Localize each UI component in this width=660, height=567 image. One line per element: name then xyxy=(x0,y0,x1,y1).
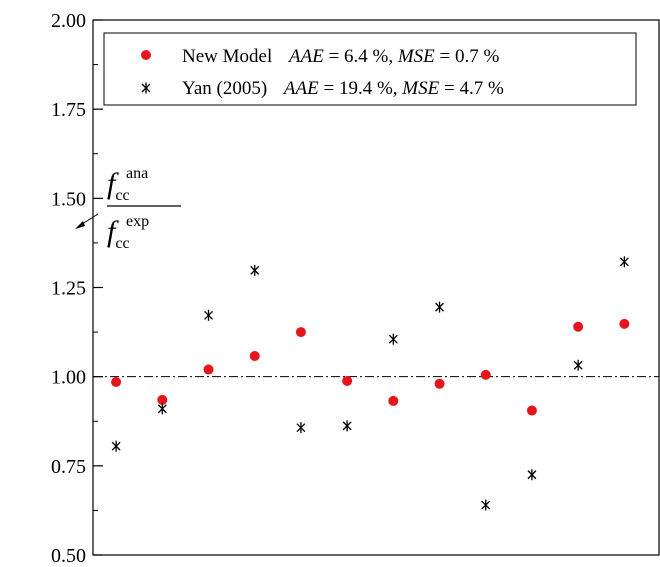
point-new-model xyxy=(249,350,260,361)
data-marks xyxy=(111,256,630,511)
point-new-model xyxy=(619,318,630,329)
ratio-numerator-sup: ana xyxy=(126,165,148,182)
point-yan-2005 xyxy=(296,422,306,434)
point-yan-2005 xyxy=(619,256,629,268)
y-tick-label: 1.00 xyxy=(51,367,86,389)
legend-aae-value-new-model: = 6.4 %, xyxy=(324,46,398,67)
point-new-model xyxy=(342,375,353,386)
point-yan-2005 xyxy=(388,333,398,345)
legend: New Model AAE = 6.4 %, MSE = 0.7 % Yan (… xyxy=(103,32,637,106)
point-yan-2005 xyxy=(157,403,167,415)
y-axis: 0.50 0.75 1.00 1.25 1.50 1.75 2.00 xyxy=(51,10,103,567)
legend-mse-label-new-model: MSE xyxy=(397,46,435,67)
point-yan-2005 xyxy=(573,359,583,371)
legend-mse-label-yan-2005: MSE xyxy=(401,78,439,99)
y-tick-label: 0.75 xyxy=(51,456,86,478)
legend-label-yan-2005: Yan (2005) AAE = 19.4 %, MSE = 4.7 % xyxy=(182,78,504,99)
point-yan-2005 xyxy=(250,264,260,276)
ratio-annotation: fcc ana fcc exp xyxy=(75,165,181,252)
point-new-model xyxy=(111,377,122,388)
ratio-denominator-sup: exp xyxy=(126,213,149,230)
point-yan-2005 xyxy=(204,309,213,321)
legend-mse-value-yan-2005: = 4.7 % xyxy=(439,78,504,99)
legend-marker-new-model xyxy=(141,50,151,60)
point-new-model xyxy=(434,378,445,389)
point-yan-2005 xyxy=(481,499,491,511)
legend-series-name-new-model: New Model xyxy=(182,46,272,67)
legend-marker-yan-2005 xyxy=(141,82,151,94)
legend-aae-value-yan-2005: = 19.4 %, xyxy=(319,78,403,99)
point-yan-2005 xyxy=(111,440,121,452)
point-yan-2005 xyxy=(435,301,444,313)
ratio-arrow-head xyxy=(75,221,85,229)
y-tick-label: 2.00 xyxy=(51,10,86,32)
point-new-model xyxy=(480,369,491,380)
legend-mse-value-new-model: = 0.7 % xyxy=(435,46,500,67)
point-new-model xyxy=(295,327,306,338)
legend-symbol-new-model xyxy=(141,50,151,60)
legend-series-name-yan-2005: Yan (2005) xyxy=(182,78,267,99)
point-new-model xyxy=(203,364,214,375)
y-tick-label: 0.50 xyxy=(51,545,86,567)
ratio-denominator-sub: cc xyxy=(115,235,129,252)
y-tick-label: 1.50 xyxy=(51,188,86,210)
point-new-model xyxy=(388,395,399,406)
legend-aae-label-yan-2005: AAE xyxy=(282,78,319,99)
legend-aae-label-new-model: AAE xyxy=(287,46,324,67)
legend-box xyxy=(103,32,637,106)
point-yan-2005 xyxy=(342,420,352,432)
point-new-model xyxy=(573,321,584,332)
legend-symbol-yan-2005 xyxy=(141,82,151,94)
y-tick-label: 1.25 xyxy=(51,278,86,300)
point-yan-2005 xyxy=(527,469,537,481)
y-tick-label: 1.75 xyxy=(51,99,86,121)
legend-label-new-model: New Model AAE = 6.4 %, MSE = 0.7 % xyxy=(182,46,500,67)
point-new-model xyxy=(157,394,168,405)
ratio-numerator-sub: cc xyxy=(115,187,129,204)
point-new-model xyxy=(526,405,537,416)
